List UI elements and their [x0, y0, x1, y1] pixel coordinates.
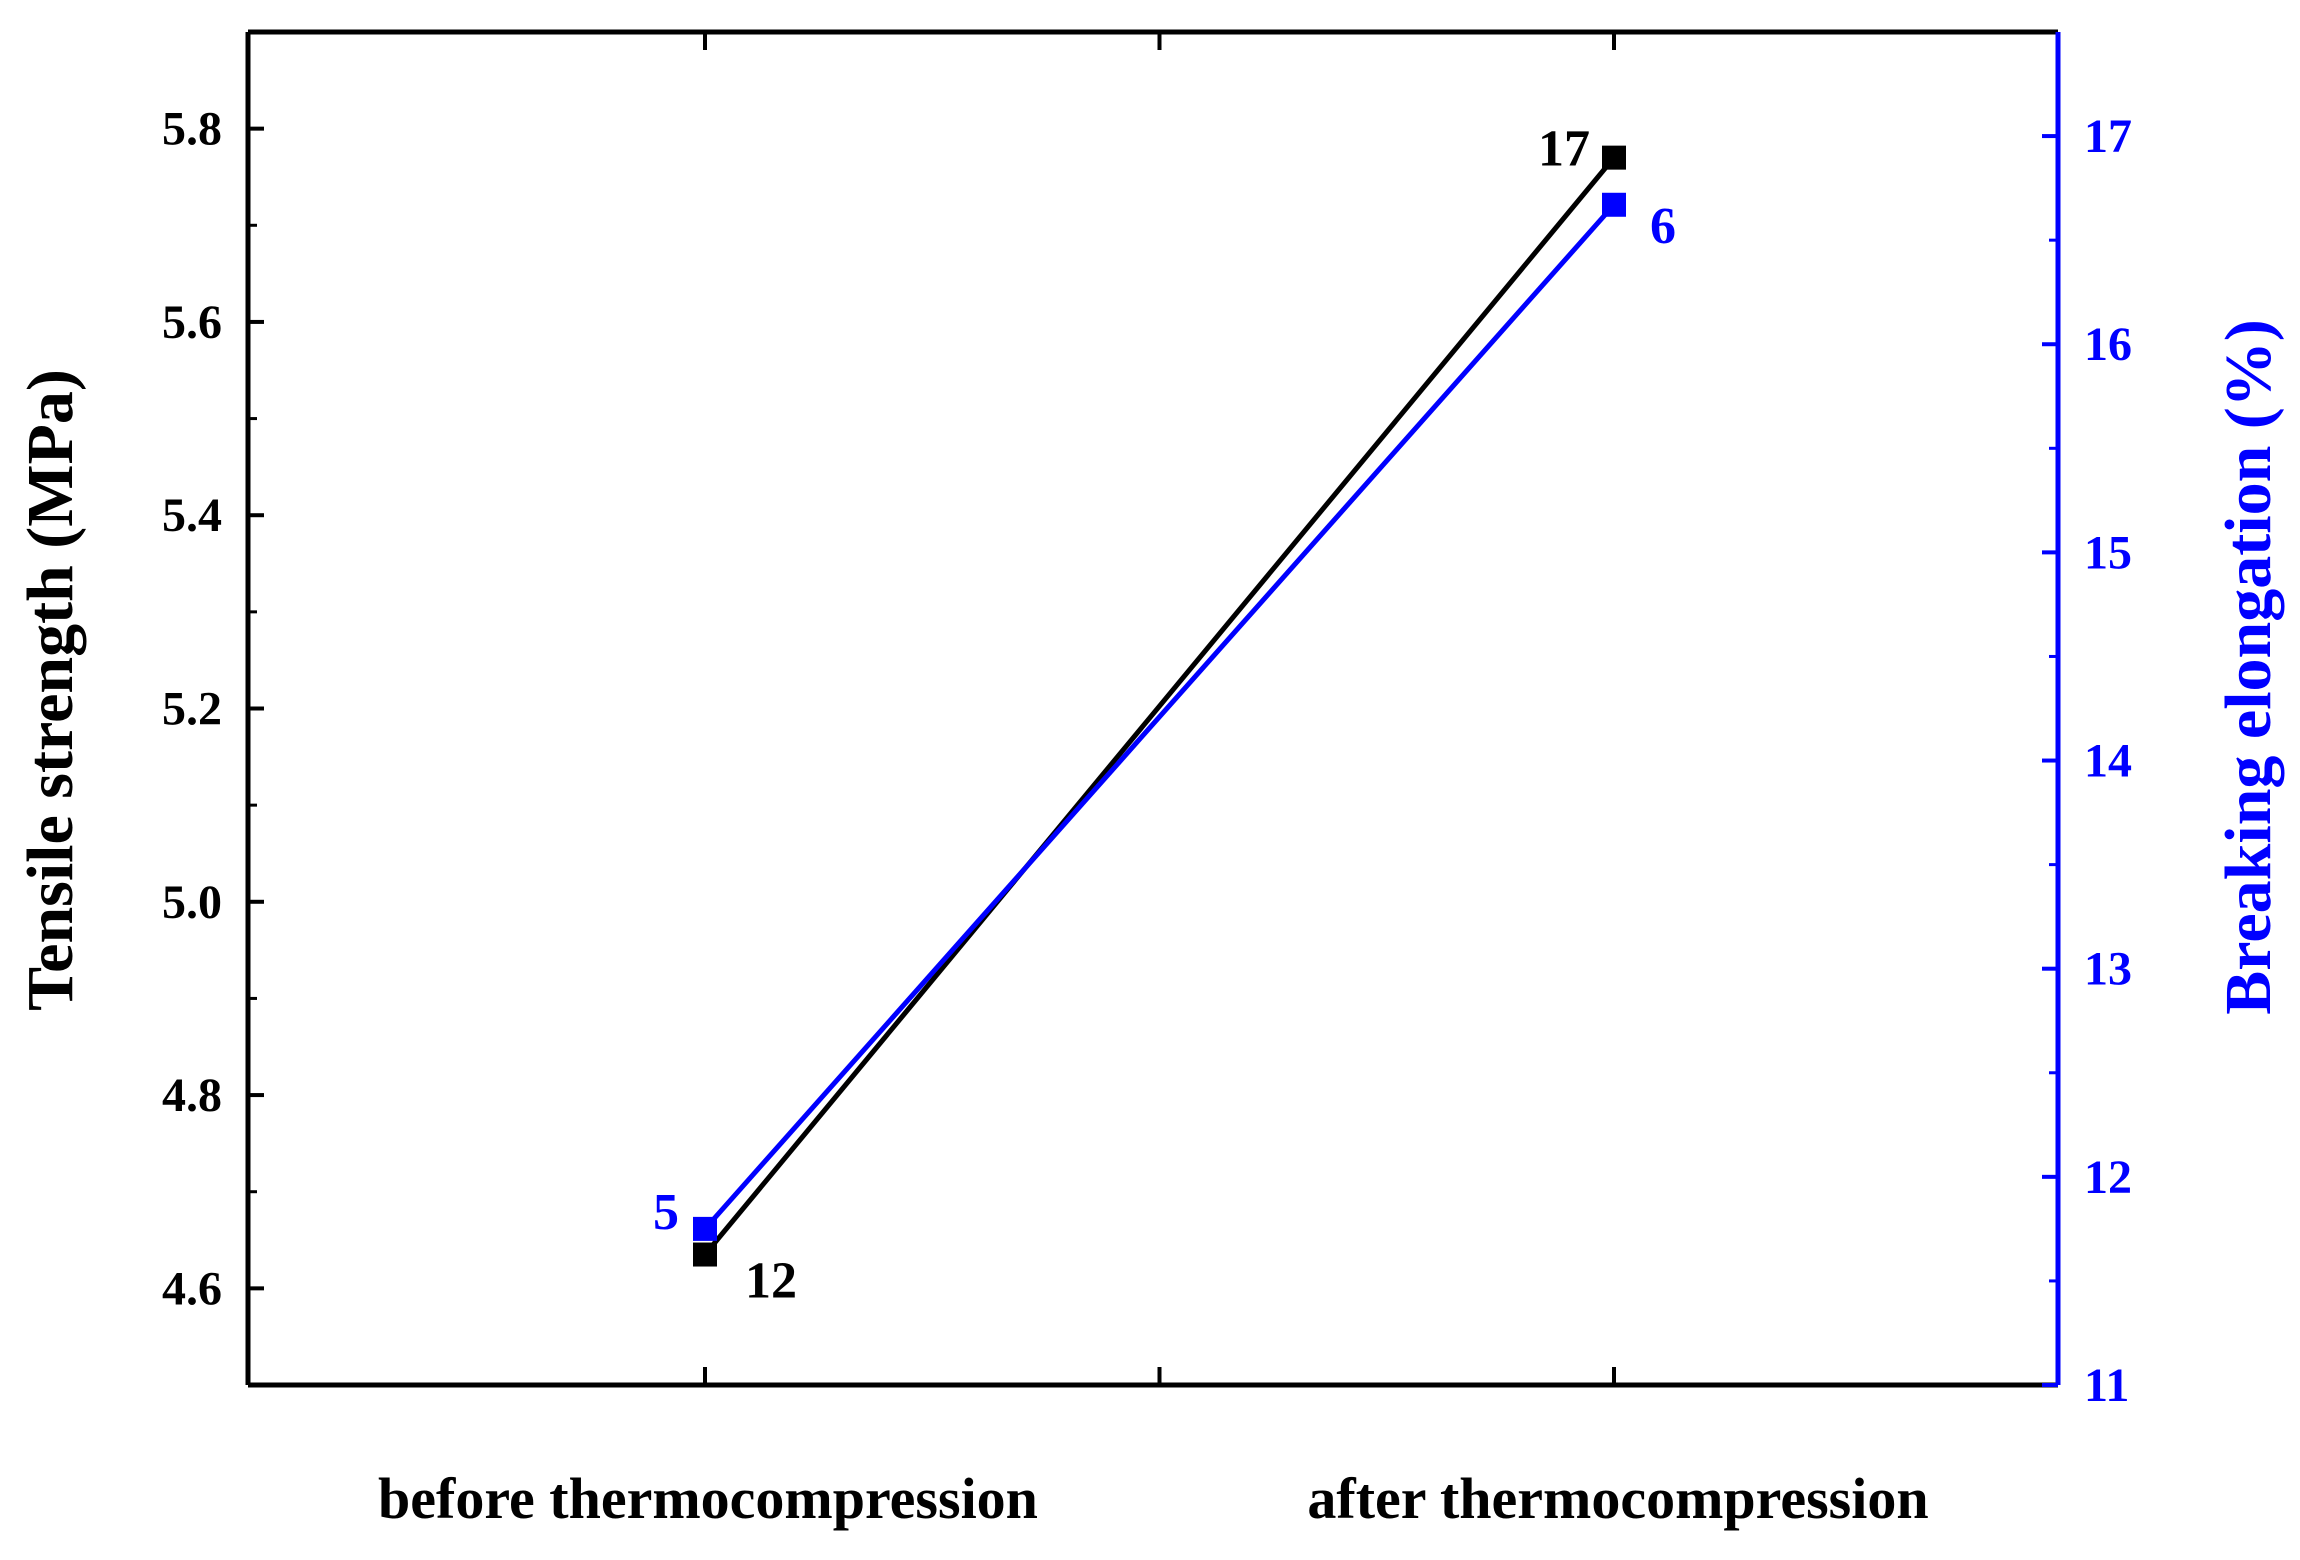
series-layer: 12 17 5 6: [653, 121, 1676, 1310]
category-label-after: after thermocompression: [1307, 1466, 1928, 1531]
series-line-2: [703, 203, 1616, 1231]
data-label-2: 6: [1650, 198, 1676, 255]
data-label-1: 12: [745, 1253, 797, 1310]
left-y-axis: 4.6 4.8 5.0 5.2 5.4 5.6 5.8: [162, 103, 264, 1387]
left-tick-label: 5.4: [162, 489, 222, 542]
left-tick-label: 5.2: [162, 683, 222, 736]
category-label-before: before thermocompression: [378, 1466, 1038, 1531]
series-marker-1: [693, 1242, 717, 1267]
left-tick-label: 5.8: [162, 103, 222, 156]
right-tick-label: 15: [2084, 526, 2132, 579]
right-tick-label: 12: [2084, 1151, 2132, 1204]
right-tick-label: 13: [2084, 943, 2132, 996]
left-axis-title: Tensile strength (MPa): [14, 369, 87, 1011]
x-axis: [703, 32, 1616, 1385]
data-label-1: 17: [1538, 121, 1590, 178]
right-y-axis: 11 12 13 14 15 16 17: [2042, 110, 2132, 1412]
series-marker-1: [1602, 145, 1626, 170]
data-label-2: 5: [653, 1184, 679, 1241]
plot-frame: [245, 29, 2061, 1388]
series-marker-2: [1602, 192, 1626, 217]
left-tick-label: 4.6: [162, 1262, 222, 1315]
right-axis-title: Breaking elongation (%): [2212, 319, 2285, 1014]
series-line-1: [703, 156, 1616, 1257]
series-marker-2: [693, 1216, 717, 1241]
left-tick-label: 4.8: [162, 1069, 222, 1122]
right-tick-label: 16: [2084, 318, 2132, 371]
right-tick-label: 17: [2084, 110, 2132, 163]
left-tick-label: 5.0: [162, 876, 222, 929]
left-tick-label: 5.6: [162, 296, 222, 349]
right-tick-label: 11: [2084, 1359, 2129, 1412]
right-tick-label: 14: [2084, 735, 2132, 788]
